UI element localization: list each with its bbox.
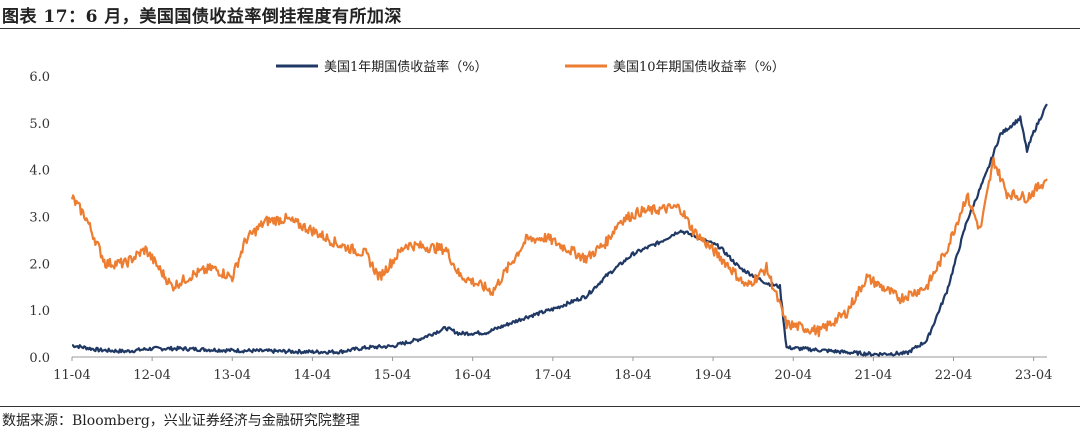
x-tick-label: 23-04	[1015, 368, 1052, 383]
y-tick-label: 1.0	[29, 304, 50, 319]
source-note: 数据来源：Bloomberg，兴业证券经济与金融研究院整理	[2, 413, 360, 429]
x-tick-label: 22-04	[935, 368, 972, 383]
x-tick-label: 21-04	[855, 368, 892, 383]
x-tick-label: 13-04	[214, 368, 251, 383]
x-tick-label: 14-04	[294, 368, 331, 383]
bottom-divider	[0, 406, 1080, 407]
y-tick-label: 4.0	[29, 164, 50, 179]
y-tick-label: 3.0	[29, 211, 50, 226]
axes: 11-04 12-04 13-04 14-04 15-04 16-04 17-04 18-04…	[29, 70, 1052, 383]
x-tick-label: 18-04	[614, 368, 651, 383]
x-tick-label: 17-04	[534, 368, 571, 383]
legend-label: 美国1年期国债收益率（%）	[324, 59, 488, 75]
series-lines	[70, 103, 1048, 357]
top-divider	[0, 28, 1080, 29]
series-10y-line	[70, 156, 1048, 338]
x-tick-label: 11-04	[53, 368, 90, 383]
legend-label: 美国10年期国债收益率（%）	[613, 59, 785, 75]
x-tick-label: 16-04	[454, 368, 491, 383]
legend: 美国1年期国债收益率（%） 美国10年期国债收益率（%）	[276, 59, 785, 75]
x-tick-label: 12-04	[133, 368, 170, 383]
series-1y-line	[72, 103, 1048, 357]
x-tick-label: 15-04	[374, 368, 411, 383]
y-tick-label: 6.0	[29, 70, 50, 85]
y-tick-label: 2.0	[29, 257, 50, 272]
y-tick-label: 5.0	[29, 117, 50, 132]
y-tick-label: 0.0	[29, 351, 50, 366]
x-tick-label: 19-04	[694, 368, 731, 383]
x-tick-label: 20-04	[774, 368, 811, 383]
chart-title: 图表 17：6 月，美国国债收益率倒挂程度有所加深	[2, 7, 402, 27]
